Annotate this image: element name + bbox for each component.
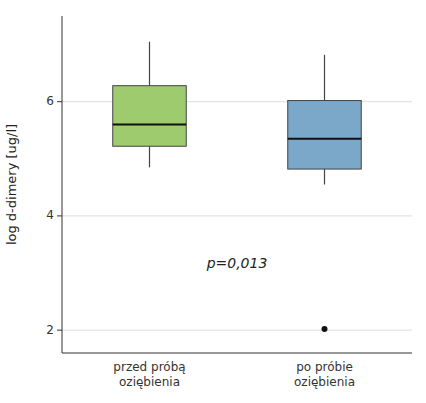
whisker-high (324, 55, 325, 101)
tick-label: 6 (46, 94, 54, 108)
category-label: przed próbąoziębienia (113, 360, 185, 389)
category-label-line: po próbie (296, 360, 353, 374)
grid-line (62, 330, 412, 331)
chart-container: 246przed próbąoziębieniapo próbieoziębie… (0, 0, 426, 403)
tick-mark (57, 330, 62, 331)
whisker-low (149, 146, 150, 167)
box (288, 101, 362, 170)
category-label: po próbieoziębienia (294, 360, 355, 389)
grid-line (62, 215, 412, 216)
x-axis (62, 353, 412, 354)
category-label-line: oziębienia (294, 375, 355, 389)
tick-label: 4 (46, 208, 54, 222)
annotation: p=0,013 (206, 255, 268, 271)
whisker-low (324, 169, 325, 184)
outlier (322, 326, 328, 332)
y-axis-label: log d-dimery [ug/l] (4, 124, 19, 245)
marks (113, 42, 362, 332)
chart: 246przed próbąoziębieniapo próbieoziębie… (0, 0, 426, 403)
category-label-line: przed próbą (113, 360, 185, 374)
y-axis (62, 16, 63, 353)
category-label-line: oziębienia (119, 375, 180, 389)
median (113, 124, 187, 126)
whisker-high (149, 42, 150, 86)
median (288, 138, 362, 140)
tick-mark (57, 101, 62, 102)
tick-label: 2 (46, 323, 54, 337)
tick-mark (57, 215, 62, 216)
box (113, 86, 187, 147)
